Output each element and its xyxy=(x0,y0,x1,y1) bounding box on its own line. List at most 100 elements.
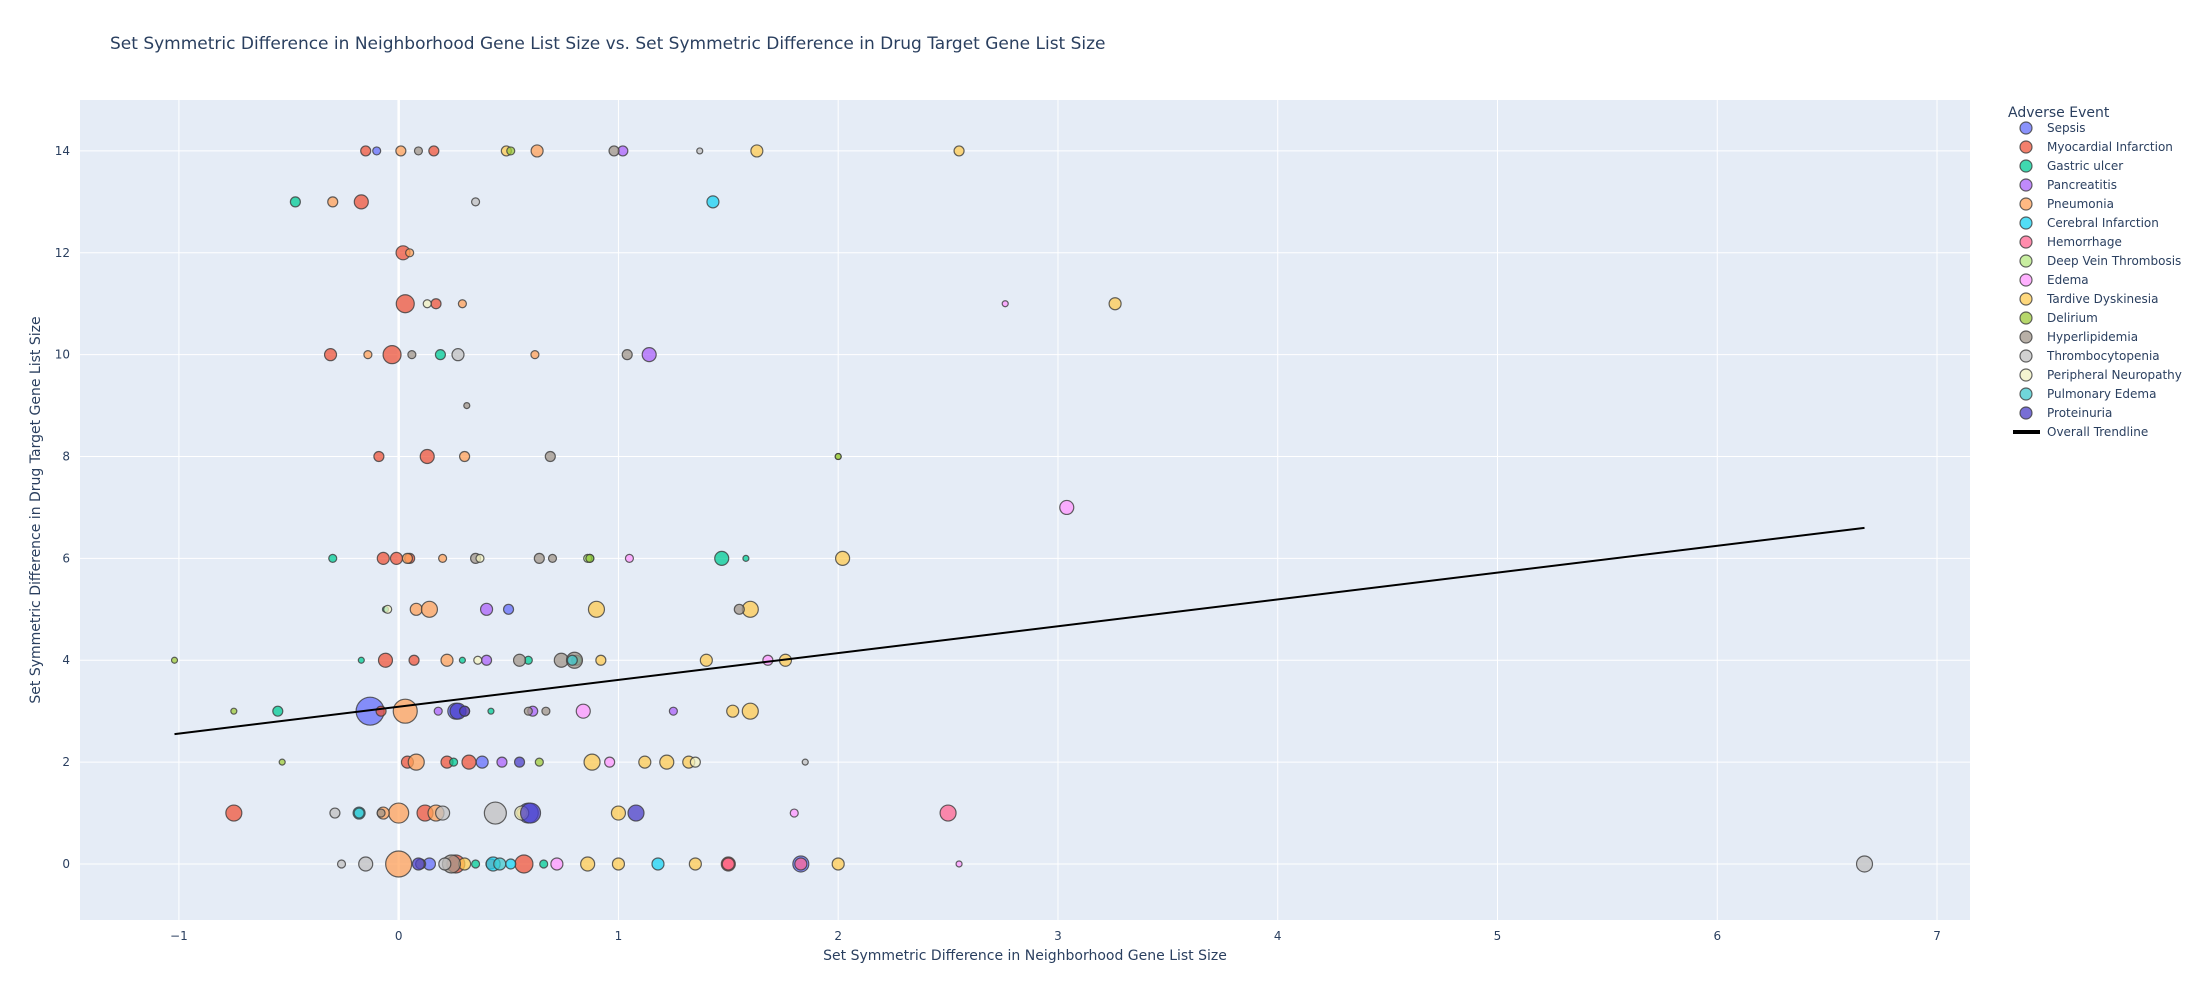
point-hyperlipidemia xyxy=(541,706,551,716)
legend-item-tardive-dyskinesia[interactable]: Tardive Dyskinesia xyxy=(2019,292,2158,306)
point-pneumonia xyxy=(363,350,373,360)
point-hyperlipidemia xyxy=(608,145,620,157)
point-tardive-dyskinesia xyxy=(595,654,607,666)
legend-marker xyxy=(2019,197,2033,211)
legend-label: Hyperlipidemia xyxy=(2047,330,2138,344)
legend-item-proteinuria[interactable]: Proteinuria xyxy=(2019,406,2112,420)
point-myocardial-infarction xyxy=(461,754,477,770)
legend-item-hyperlipidemia[interactable]: Hyperlipidemia xyxy=(2019,330,2138,344)
point-pancreatitis xyxy=(480,654,493,666)
x-tick-label: 7 xyxy=(1933,929,1941,943)
point-tardive-dyskinesia xyxy=(611,857,626,871)
legend-marker xyxy=(2019,140,2033,154)
point-tardive-dyskinesia xyxy=(638,755,652,769)
point-tardive-dyskinesia xyxy=(741,702,759,720)
legend-marker xyxy=(2019,292,2033,306)
point-pneumonia xyxy=(392,698,418,724)
legend-item-thrombocytopenia[interactable]: Thrombocytopenia xyxy=(2019,349,2160,363)
legend-item-sepsis[interactable]: Sepsis xyxy=(2019,121,2085,135)
legend-item-hemorrhage[interactable]: Hemorrhage xyxy=(2019,235,2122,249)
legend[interactable]: Adverse Event Sepsis Myocardial Infarctio… xyxy=(2008,105,2182,439)
x-tick-label: 1 xyxy=(615,929,623,943)
legend-label: Edema xyxy=(2047,273,2089,287)
point-peripheral-neuropathy xyxy=(473,655,483,665)
legend-label: Pulmonary Edema xyxy=(2047,387,2156,401)
point-delirium xyxy=(834,452,842,461)
legend-item-cerebral-infarction[interactable]: Cerebral Infarction xyxy=(2019,216,2159,230)
point-pneumonia xyxy=(420,600,439,618)
legend-item-myocardial-infarction[interactable]: Myocardial Infarction xyxy=(2019,140,2173,154)
point-thrombocytopenia xyxy=(336,859,347,869)
point-cerebral-infarction xyxy=(706,195,720,209)
point-proteinuria xyxy=(519,802,542,824)
point-delirium xyxy=(534,757,544,767)
legend-marker xyxy=(2019,273,2033,287)
point-gastric-ulcer xyxy=(458,656,466,664)
legend-item-gastric-ulcer[interactable]: Gastric ulcer xyxy=(2019,159,2123,173)
legend-marker xyxy=(2019,349,2033,363)
legend-item-overall-trendline[interactable]: Overall Trendline xyxy=(2013,425,2148,439)
point-gastric-ulcer xyxy=(357,656,365,664)
point-myocardial-infarction xyxy=(225,804,243,822)
point-hyperlipidemia xyxy=(413,146,424,156)
legend-item-delirium[interactable]: Delirium xyxy=(2019,311,2098,325)
point-pancreatitis xyxy=(479,602,494,616)
point-thrombocytopenia xyxy=(329,807,341,819)
legend-item-pneumonia[interactable]: Pneumonia xyxy=(2019,197,2114,211)
point-proteinuria xyxy=(411,857,426,871)
x-axis-title: Set Symmetric Difference in Neighborhood… xyxy=(823,948,1227,964)
point-tardive-dyskinesia xyxy=(750,144,764,158)
point-sepsis xyxy=(475,755,489,769)
point-thrombocytopenia xyxy=(1855,855,1874,873)
legend-marker xyxy=(2019,254,2033,268)
point-gastric-ulcer xyxy=(470,859,481,869)
point-myocardial-infarction xyxy=(353,194,369,210)
point-pneumonia xyxy=(409,602,423,616)
point-tardive-dyskinesia xyxy=(726,704,740,718)
point-edema xyxy=(550,857,564,871)
point-myocardial-infarction xyxy=(419,448,435,465)
point-myocardial-infarction xyxy=(408,654,420,666)
legend-label: Gastric ulcer xyxy=(2047,159,2123,173)
point-edema xyxy=(955,860,963,868)
legend-label: Pancreatitis xyxy=(2047,178,2117,192)
point-myocardial-infarction xyxy=(395,294,415,314)
point-pneumonia xyxy=(530,350,540,360)
point-hyperlipidemia xyxy=(544,450,556,463)
legend-label: Myocardial Infarction xyxy=(2047,140,2173,154)
point-thrombocytopenia xyxy=(801,758,809,766)
point-pulmonary-edema xyxy=(493,857,507,871)
point-gastric-ulcer xyxy=(289,196,301,208)
legend-label: Tardive Dyskinesia xyxy=(2046,292,2158,306)
plot-area xyxy=(80,100,1970,920)
point-pancreatitis xyxy=(496,756,508,768)
point-peripheral-neuropathy xyxy=(383,604,393,614)
legend-label: Thrombocytopenia xyxy=(2046,349,2160,363)
point-sepsis xyxy=(502,603,515,615)
point-edema xyxy=(1001,300,1009,308)
point-hemorrhage xyxy=(721,857,735,871)
legend-item-pancreatitis[interactable]: Pancreatitis xyxy=(2019,178,2117,192)
point-proteinuria xyxy=(458,705,471,717)
legend-item-deep-vein-thrombosis[interactable]: Deep Vein Thrombosis xyxy=(2019,254,2181,268)
point-thrombocytopenia xyxy=(696,147,704,155)
point-gastric-ulcer xyxy=(328,553,338,563)
point-hyperlipidemia xyxy=(523,706,533,716)
point-pneumonia xyxy=(388,802,410,824)
trendline xyxy=(174,526,1865,736)
legend-marker xyxy=(2019,330,2033,344)
point-hyperlipidemia xyxy=(463,401,471,410)
point-gastric-ulcer xyxy=(449,757,459,767)
point-pneumonia xyxy=(458,450,471,463)
legend-label: Overall Trendline xyxy=(2047,425,2148,439)
legend-item-edema[interactable]: Edema xyxy=(2019,273,2089,287)
y-tick-label: 10 xyxy=(55,348,70,362)
point-thrombocytopenia xyxy=(438,857,452,871)
point-pneumonia xyxy=(405,248,415,258)
point-myocardial-infarction xyxy=(376,551,390,565)
legend-item-pulmonary-edema[interactable]: Pulmonary Edema xyxy=(2019,387,2156,401)
point-proteinuria xyxy=(513,756,526,768)
point-thrombocytopenia xyxy=(358,856,374,872)
legend-item-peripheral-neuropathy[interactable]: Peripheral Neuropathy xyxy=(2019,368,2182,382)
point-hemorrhage xyxy=(794,857,808,871)
